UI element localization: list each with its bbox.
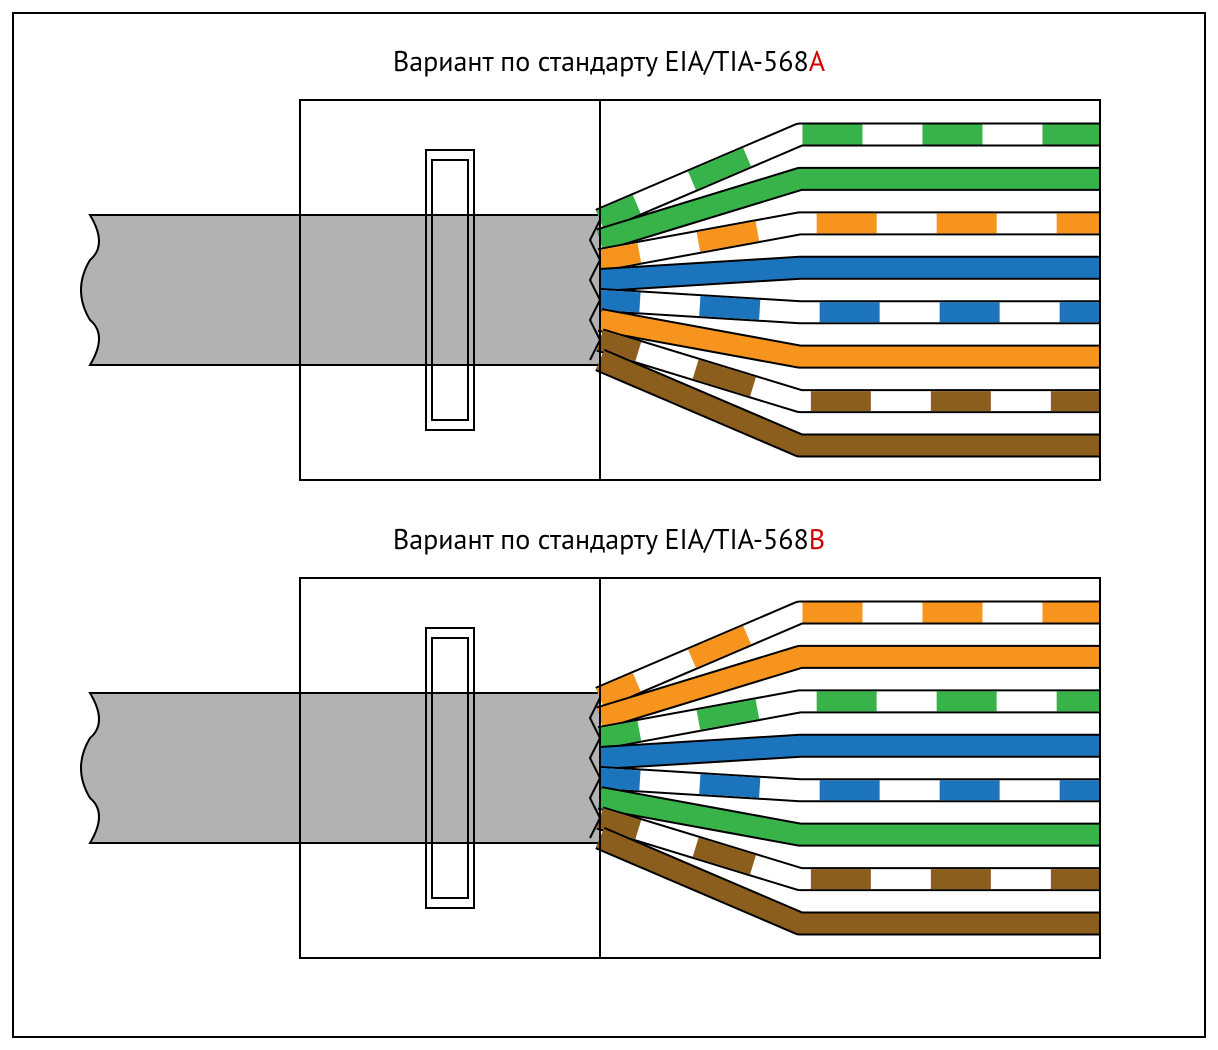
diagram-568a [0, 80, 1218, 500]
title-b-prefix: Вариант по стандарту EIA/TIA-568 [393, 520, 809, 557]
title-b-suffix: B [809, 520, 825, 557]
cable-jacket [81, 693, 600, 843]
title-a-prefix: Вариант по стандарту EIA/TIA-568 [393, 42, 809, 79]
connector-right [600, 100, 1100, 480]
title-568b: Вариант по стандарту EIA/TIA-568B [0, 520, 1218, 557]
connector-right [600, 578, 1100, 958]
title-568a: Вариант по стандарту EIA/TIA-568A [0, 42, 1218, 79]
cable-jacket [81, 215, 600, 365]
diagram-568b [0, 558, 1218, 978]
title-a-suffix: A [809, 42, 825, 79]
page-root: Вариант по стандарту EIA/TIA-568A Вариан… [0, 0, 1218, 1050]
